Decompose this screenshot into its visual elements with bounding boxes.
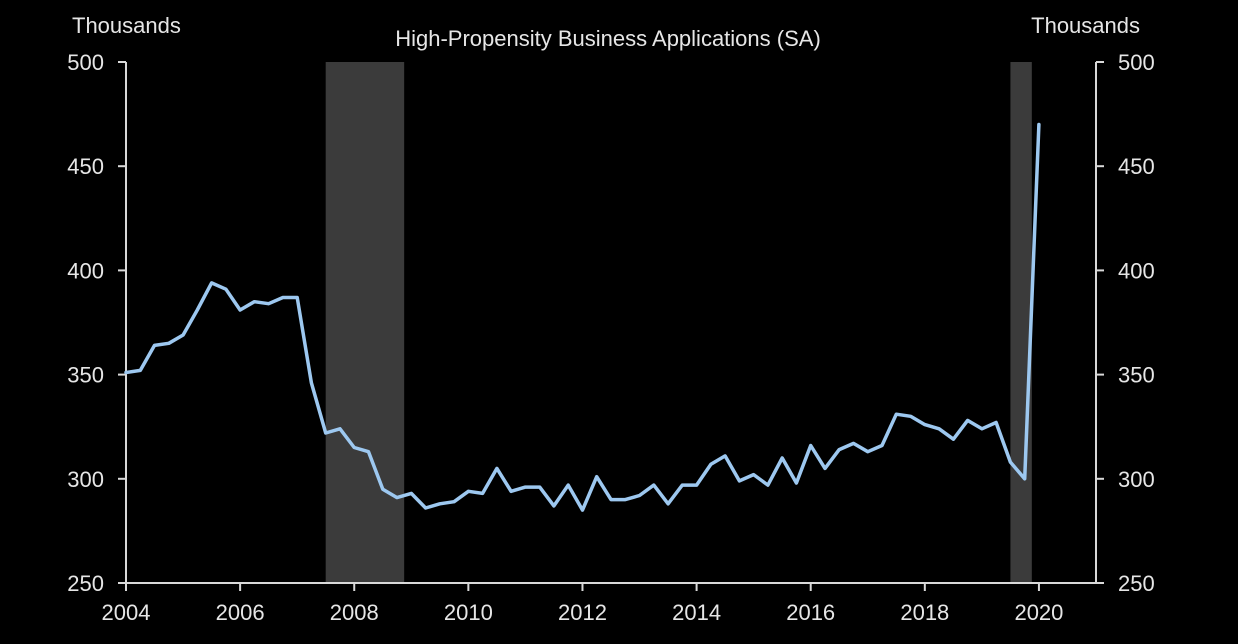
x-tick-label: 2016 bbox=[786, 600, 835, 625]
right-y-tick-label: 400 bbox=[1118, 258, 1155, 283]
x-tick-label: 2012 bbox=[558, 600, 607, 625]
right-y-tick-label: 300 bbox=[1118, 467, 1155, 492]
left-y-tick-label: 250 bbox=[67, 571, 104, 596]
x-tick-label: 2010 bbox=[444, 600, 493, 625]
right-y-tick-label: 450 bbox=[1118, 154, 1155, 179]
left-y-tick-label: 350 bbox=[67, 363, 104, 388]
x-tick-label: 2018 bbox=[900, 600, 949, 625]
series-layer bbox=[124, 122, 1041, 512]
chart-title: High-Propensity Business Applications (S… bbox=[395, 26, 821, 51]
right-y-tick-label: 500 bbox=[1118, 50, 1155, 75]
recession-band-2 bbox=[1010, 62, 1032, 583]
right-y-tick-label: 250 bbox=[1118, 571, 1155, 596]
right-y-tick-label: 350 bbox=[1118, 363, 1155, 388]
left-axis-unit-label: Thousands bbox=[72, 13, 181, 38]
axes: 250 250 300 300 350 350 400 400 450 450 500 500 2004… bbox=[67, 50, 1154, 625]
left-y-tick-label: 450 bbox=[67, 154, 104, 179]
recession-band-1 bbox=[325, 62, 405, 583]
x-tick-label: 2008 bbox=[330, 600, 379, 625]
x-tick-label: 2004 bbox=[102, 600, 151, 625]
x-tick-label: 2006 bbox=[216, 600, 265, 625]
left-y-tick-label: 300 bbox=[67, 467, 104, 492]
x-tick-label: 2014 bbox=[672, 600, 721, 625]
x-tick-label: 2020 bbox=[1014, 600, 1063, 625]
right-axis-unit-label: Thousands bbox=[1031, 13, 1140, 38]
left-y-tick-label: 500 bbox=[67, 50, 104, 75]
labels: Thousands Thousands High-Propensity Busi… bbox=[72, 13, 1140, 51]
left-y-tick-label: 400 bbox=[67, 258, 104, 283]
series-line-1 bbox=[124, 122, 1041, 512]
